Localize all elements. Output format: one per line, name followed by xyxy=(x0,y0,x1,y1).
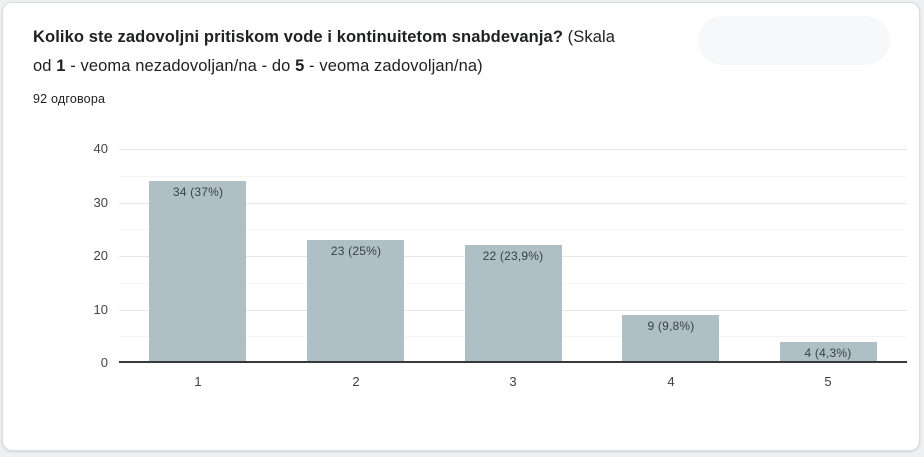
bar-4[interactable] xyxy=(622,315,719,363)
bar-value-label-3: 22 (23,9%) xyxy=(482,249,544,263)
x-tick-label-4: 4 xyxy=(667,374,675,389)
redacted-region xyxy=(698,16,890,65)
bar-1[interactable] xyxy=(149,181,246,363)
major-gridline-30 xyxy=(119,203,907,204)
question-title-segment: - veoma zadovoljan/na) xyxy=(304,57,483,75)
x-tick-label-5: 5 xyxy=(824,374,832,389)
bar-2[interactable] xyxy=(307,240,404,363)
plot-area: 34 (37%) 23 (25%) 22 (23,9%) 9 (9,8%) 4 (4,3… xyxy=(119,149,907,363)
x-tick-label-1: 1 xyxy=(194,374,202,389)
x-axis-line xyxy=(119,361,907,363)
question-title-line-2: od 1 - veoma nezadovoljan/na - do 5 - ve… xyxy=(33,52,693,81)
bar-value-label-2: 23 (25%) xyxy=(330,244,382,258)
responses-count: 92 одговора xyxy=(33,92,106,106)
question-title-segment: 1 xyxy=(56,57,66,75)
question-title-segment: od xyxy=(33,57,57,75)
minor-gridline-25 xyxy=(119,229,907,230)
y-tick-label-40: 40 xyxy=(93,141,108,156)
bar-3[interactable] xyxy=(465,245,562,363)
bar-value-label-4: 9 (9,8%) xyxy=(647,319,695,333)
y-tick-label-30: 30 xyxy=(93,195,108,210)
question-title-segment: - veoma nezadovoljan/na - do xyxy=(65,57,296,75)
question-title-segment: (Skala xyxy=(563,28,616,46)
question-title: Koliko ste zadovoljni pritiskom vode i k… xyxy=(33,23,693,81)
bar-5[interactable] xyxy=(780,342,877,363)
y-tick-label-20: 20 xyxy=(93,248,108,263)
bar-value-label-5: 4 (4,3%) xyxy=(804,346,852,360)
response-chart-card: Koliko ste zadovoljni pritiskom vode i k… xyxy=(2,2,920,451)
x-tick-label-3: 3 xyxy=(509,374,517,389)
major-gridline-40 xyxy=(119,149,907,150)
question-title-segment: 5 xyxy=(295,57,305,75)
question-title-segment: Koliko ste zadovoljni pritiskom vode i k… xyxy=(33,28,563,46)
chart: 34 (37%) 23 (25%) 22 (23,9%) 9 (9,8%) 4 (4,3… xyxy=(3,3,921,452)
minor-gridline-35 xyxy=(119,176,907,177)
x-tick-label-2: 2 xyxy=(352,374,360,389)
bar-value-label-1: 34 (37%) xyxy=(172,185,224,199)
y-tick-label-0: 0 xyxy=(100,355,108,370)
question-title-line-1: Koliko ste zadovoljni pritiskom vode i k… xyxy=(33,23,693,52)
y-tick-label-10: 10 xyxy=(93,302,108,317)
